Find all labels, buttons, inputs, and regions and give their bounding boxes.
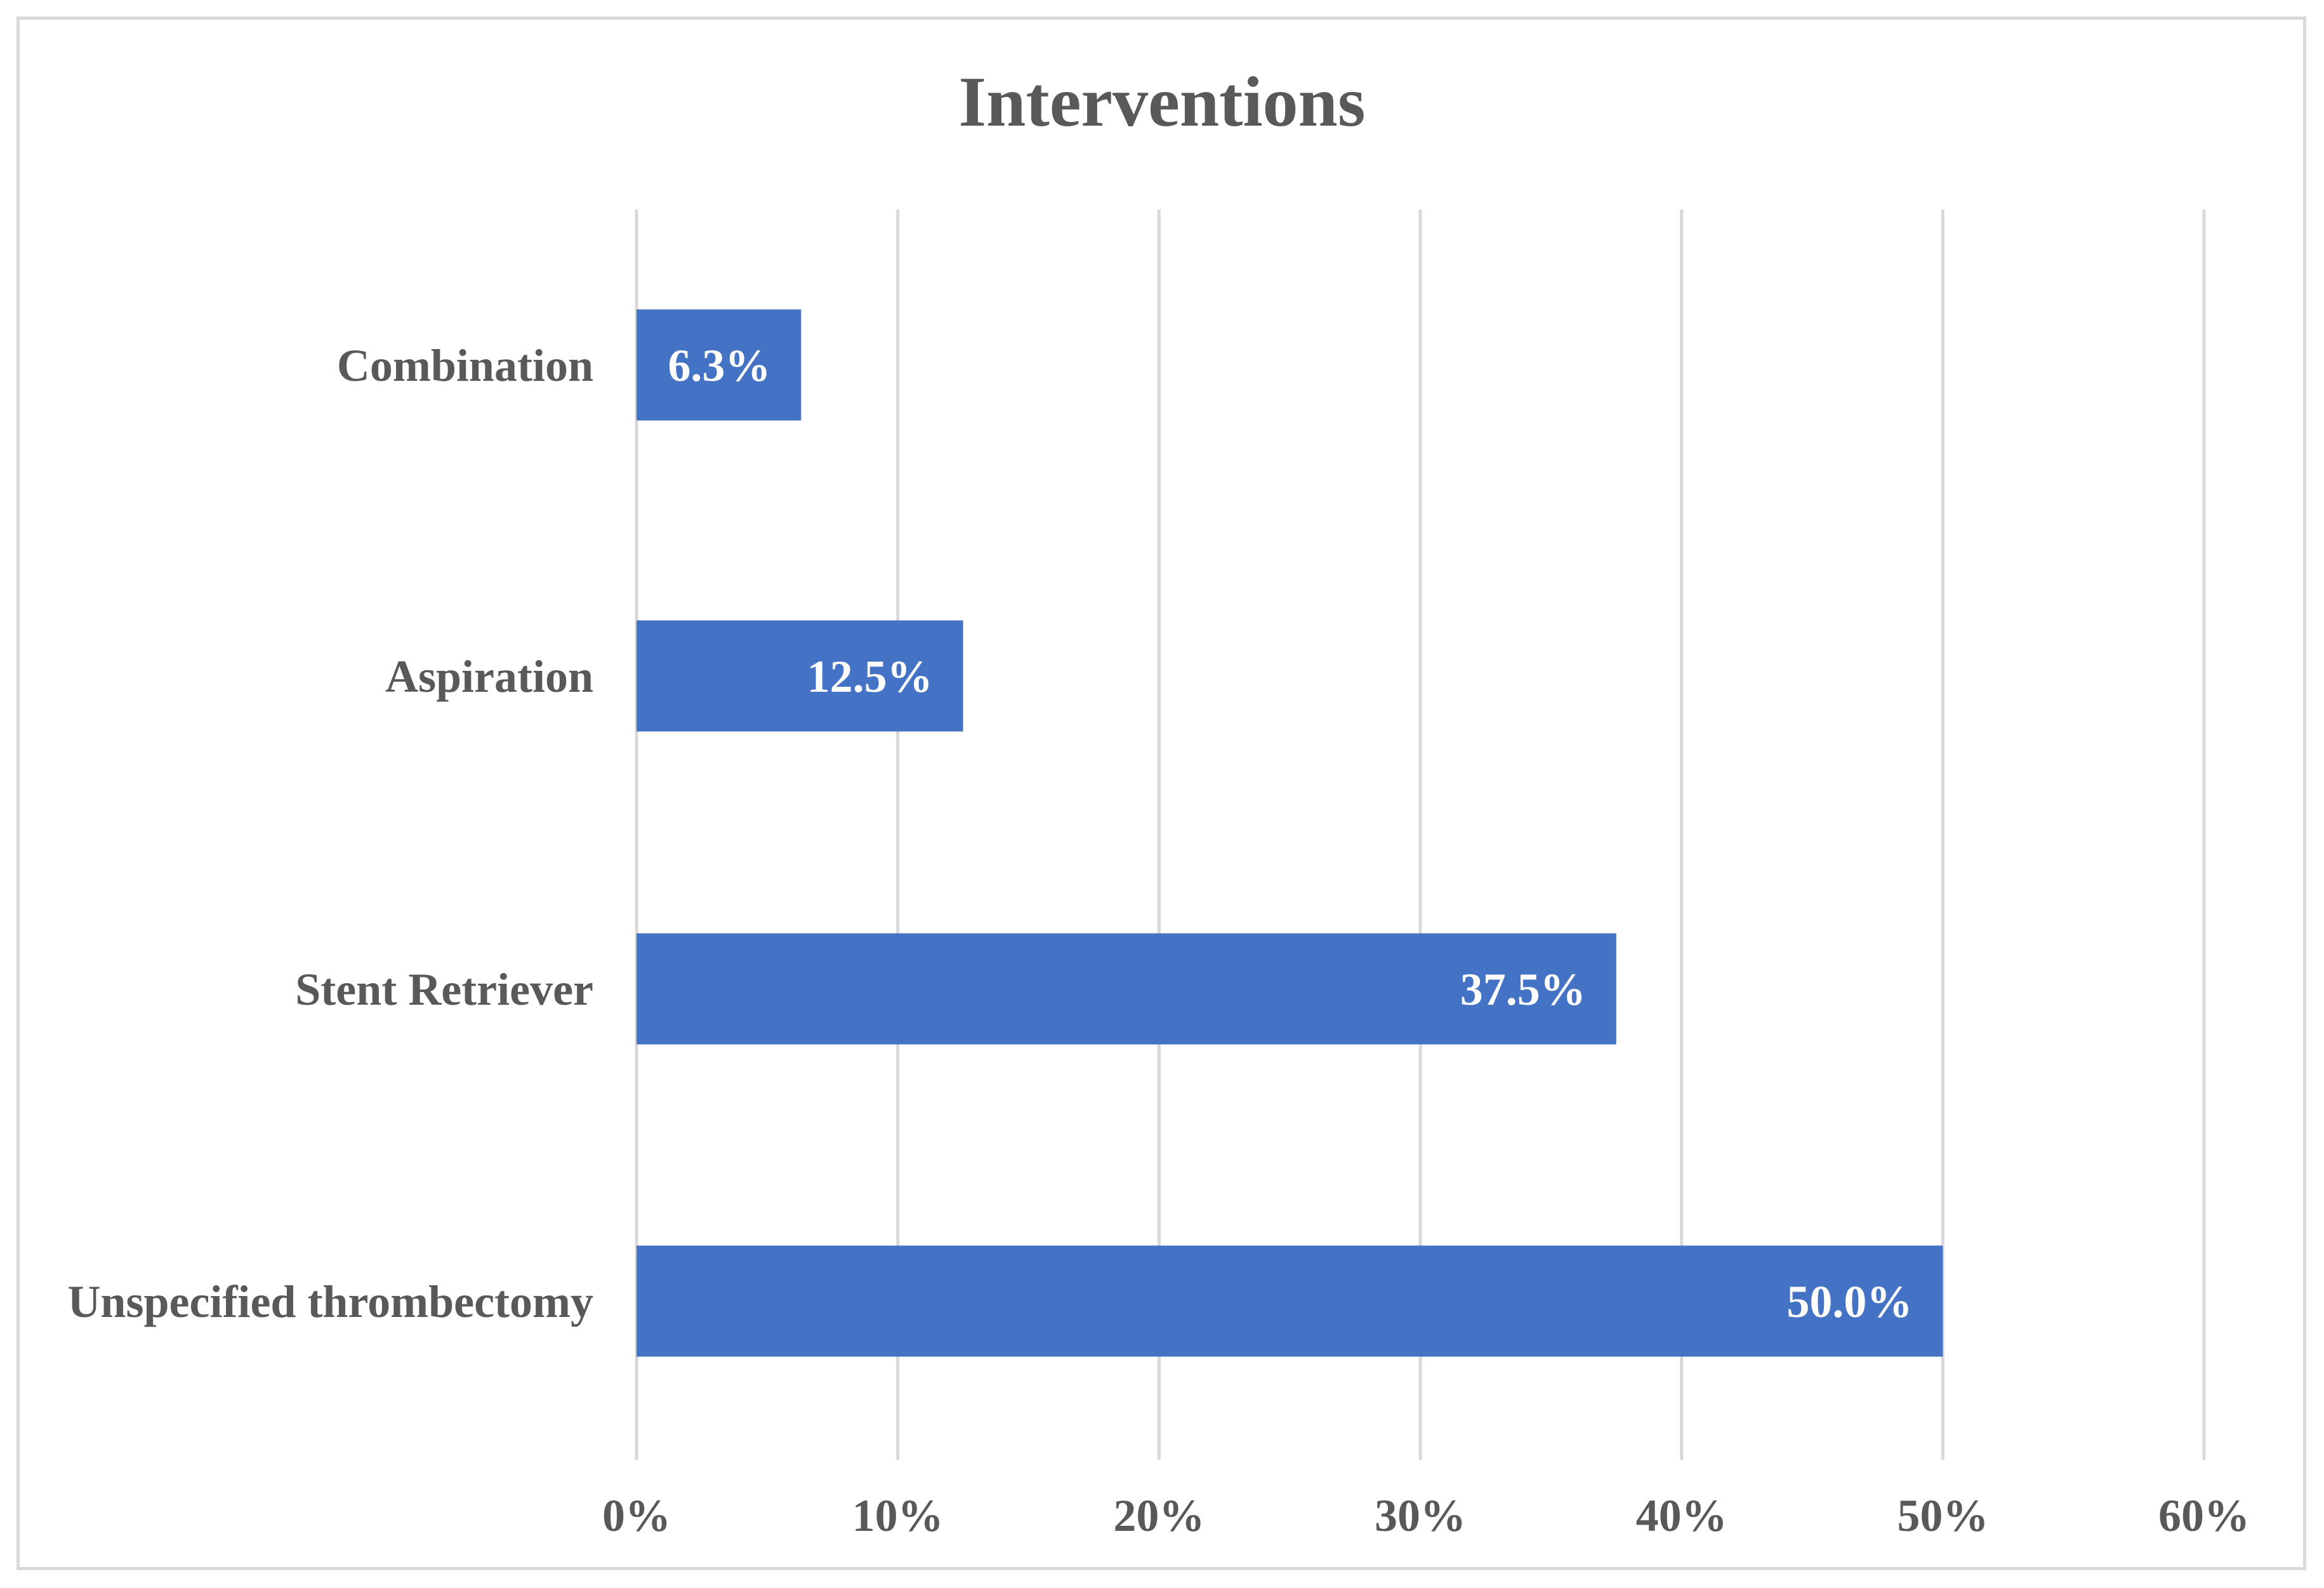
data-label: 12.5% [807,651,933,702]
bar [637,933,1616,1045]
chart-title: Interventions [959,63,1366,142]
x-tick-label: 30% [1375,1490,1466,1541]
category-label: Aspiration [385,651,593,702]
x-tick-label: 60% [2158,1490,2250,1541]
category-label: Stent Retriever [295,964,593,1015]
x-tick-label: 50% [1897,1490,1988,1541]
bars [637,309,1943,1357]
x-tick-label: 20% [1113,1490,1205,1541]
data-label: 6.3% [668,340,770,391]
x-tick-label: 0% [602,1490,671,1541]
data-label: 50.0% [1786,1276,1912,1327]
bar [637,620,963,732]
bar [637,309,802,421]
data-label: 37.5% [1460,964,1586,1015]
labels: 0% 10% 20% 30% 40% 50% 60% Combination 6.3% Aspir… [67,340,2250,1541]
x-tick-label: 40% [1636,1490,1727,1541]
category-label: Unspecified thrombectomy [67,1276,593,1327]
x-tick-label: 10% [852,1490,944,1541]
bar [637,1245,1943,1357]
category-label: Combination [337,340,593,391]
